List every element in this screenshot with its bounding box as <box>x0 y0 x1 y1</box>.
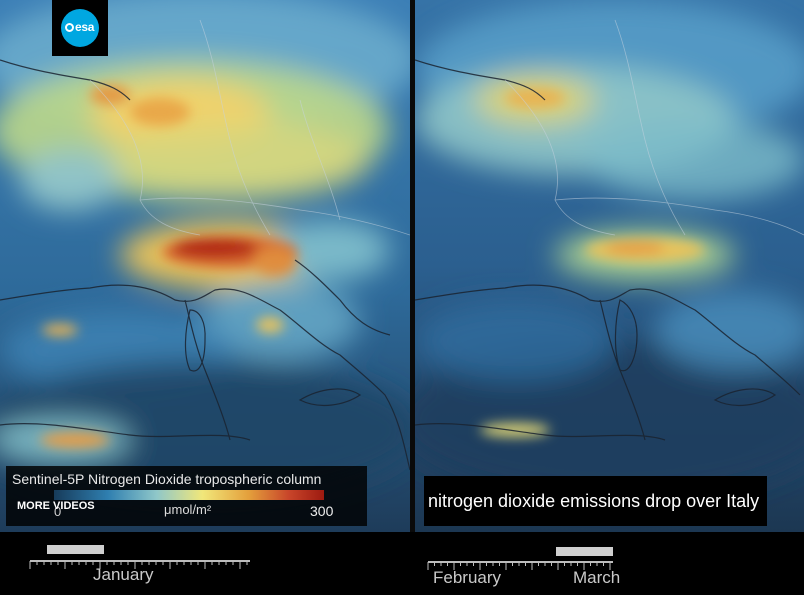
legend-box: Sentinel-5P Nitrogen Dioxide tropospheri… <box>6 466 367 526</box>
no2-map-january <box>0 0 410 532</box>
timeline-scale-feb-march <box>427 547 613 570</box>
panel-divider <box>410 0 415 532</box>
esa-logo-badge: esa <box>61 9 99 47</box>
timeline-scale-january <box>29 545 250 569</box>
esa-logo-text: esa <box>75 20 95 34</box>
timeline-slider-january[interactable] <box>47 545 104 554</box>
timeline-month-march: March <box>573 568 621 587</box>
no2-map-march <box>415 0 804 532</box>
legend-color-scale <box>54 490 324 500</box>
esa-logo-mark-icon <box>65 23 74 32</box>
timeline-january: January <box>0 532 410 595</box>
more-videos-button[interactable]: MORE VIDEOS <box>17 500 95 512</box>
legend-min-label: 0 <box>54 504 62 519</box>
timeline-slider-march[interactable] <box>556 547 613 556</box>
timeline-month-february: February <box>433 568 502 587</box>
timeline-month-january: January <box>93 565 154 584</box>
esa-logo[interactable]: esa <box>52 0 108 56</box>
legend-title: Sentinel-5P Nitrogen Dioxide tropospheri… <box>12 471 322 487</box>
map-panel-march <box>415 0 804 532</box>
legend-max-label: 300 <box>310 503 334 519</box>
legend-unit-label: μmol/m² <box>164 502 212 517</box>
timeline-feb-march: February March <box>415 532 804 595</box>
video-caption: nitrogen dioxide emissions drop over Ita… <box>424 476 767 526</box>
map-panel-january: esa Sentinel-5P Nitrogen Dioxide troposp… <box>0 0 410 532</box>
